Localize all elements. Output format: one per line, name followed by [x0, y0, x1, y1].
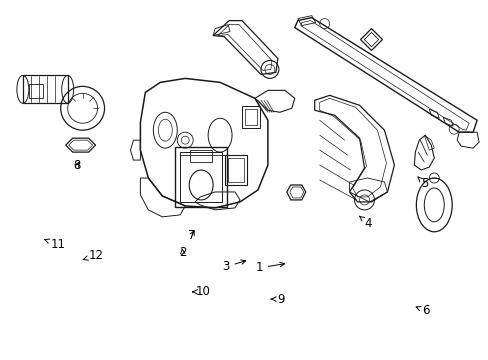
Bar — [175, 147, 226, 207]
Text: 5: 5 — [417, 177, 427, 190]
Text: 6: 6 — [415, 305, 429, 318]
Bar — [180, 152, 222, 202]
Bar — [29, 84, 42, 98]
Text: 2: 2 — [179, 246, 186, 259]
Bar — [23, 75, 67, 103]
Text: 10: 10 — [192, 285, 210, 298]
Bar — [224, 155, 246, 185]
Bar — [227, 158, 244, 182]
Text: 4: 4 — [359, 216, 371, 230]
Text: 8: 8 — [73, 159, 81, 172]
Text: 7: 7 — [188, 229, 195, 242]
Text: 12: 12 — [83, 249, 103, 262]
Text: 11: 11 — [44, 238, 65, 251]
Text: 9: 9 — [271, 293, 284, 306]
Text: 3: 3 — [222, 260, 245, 273]
Bar — [244, 109, 256, 125]
Bar — [190, 150, 212, 162]
Text: 1: 1 — [255, 261, 284, 274]
Bar — [242, 106, 260, 128]
